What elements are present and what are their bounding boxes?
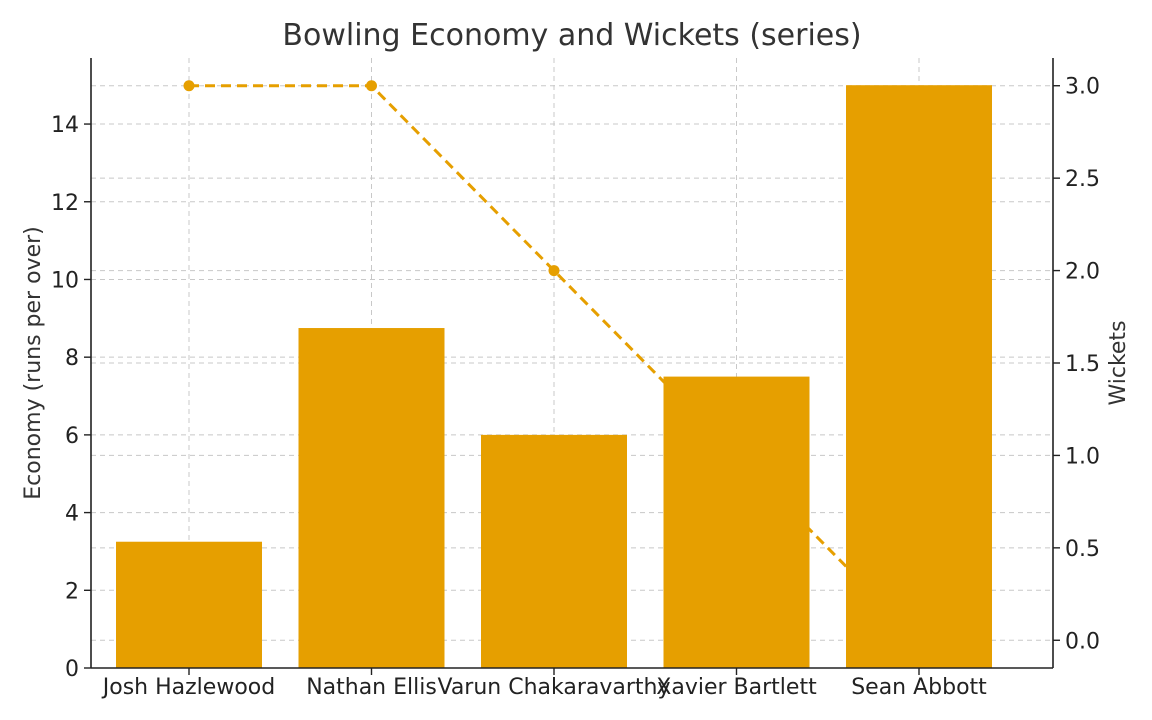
y2-tick-label: 0.0 [1065,629,1100,654]
y2-tick-label: 2.5 [1065,167,1100,192]
wickets-point [366,80,377,92]
y-tick-label: 0 [65,657,79,682]
y2-tick-label: 1.0 [1065,444,1100,469]
economy-bar [663,376,810,668]
y-tick-label: 12 [51,191,79,216]
bars-layer [116,85,992,668]
x-tick-label: Varun Chakaravarthy [437,675,670,700]
axes-layer: 0 2 4 6 8 10 12 14 0.0 0.5 1.0 1.5 2.0 2.5 3.0 Josh Haz… [51,58,1100,700]
y2-tick-label: 0.5 [1065,537,1100,562]
y-tick-label: 2 [65,579,79,604]
y-axis-label: Economy (runs per over) [21,226,46,499]
economy-bar [116,541,262,668]
economy-bar [846,85,992,668]
x-tick-label: Xavier Bartlett [656,675,817,700]
chart-title: Bowling Economy and Wickets (series) [282,18,861,53]
x-tick-label: Nathan Ellis [306,675,437,700]
y-tick-label: 14 [51,113,79,138]
y2-tick-label: 2.0 [1065,260,1100,285]
y-tick-label: 8 [65,346,79,371]
economy-bar [298,328,445,668]
x-tick-label: Sean Abbott [851,675,987,700]
economy-bar [481,434,627,668]
x-tick-label: Josh Hazlewood [101,675,275,700]
y2-tick-label: 3.0 [1065,75,1100,100]
y-tick-label: 4 [65,502,79,527]
y2-tick-label: 1.5 [1065,352,1100,377]
wickets-point [548,265,560,277]
y-tick-label: 6 [65,424,79,449]
y-tick-label: 10 [51,268,79,293]
wickets-point [183,80,195,92]
y2-axis-label: Wickets [1106,320,1131,405]
